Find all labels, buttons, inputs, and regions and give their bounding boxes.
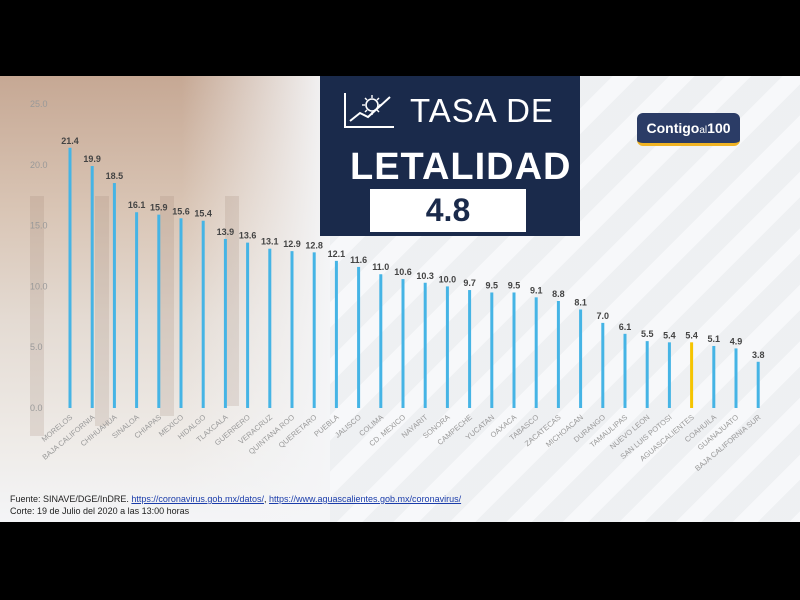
bar: [201, 220, 205, 408]
bar: [712, 345, 716, 408]
title-line-2: LETALIDAD: [350, 146, 572, 188]
bar-value-label: 5.4: [685, 330, 698, 340]
bar: [645, 341, 649, 408]
y-tick-label: 25.0: [30, 99, 48, 109]
bar-value-label: 12.8: [305, 240, 323, 250]
source-note: Fuente: SINAVE/DGE/InDRE. https://corona…: [10, 494, 461, 504]
bar-value-label: 3.8: [752, 350, 765, 360]
bar-value-label: 15.6: [172, 206, 190, 216]
bar-value-label: 12.1: [328, 249, 346, 259]
source-link-coronavirus[interactable]: https://coronavirus.gob.mx/datos/: [131, 494, 264, 504]
bar-value-label: 16.1: [128, 200, 146, 210]
source-link-aguascalientes[interactable]: https://www.aguascalientes.gob.mx/corona…: [268, 494, 462, 504]
bar: [512, 292, 516, 408]
bar-value-label: 13.9: [217, 227, 235, 237]
bar: [68, 147, 72, 408]
bar-value-label: 9.7: [463, 278, 476, 288]
bar-value-label: 21.4: [61, 136, 79, 146]
bar-value-label: 10.0: [439, 274, 457, 284]
y-tick-label: 10.0: [30, 281, 48, 291]
logo-word: Contigo: [646, 120, 700, 136]
contigo-al-100-logo: Contigoal100: [637, 113, 740, 146]
bar: [334, 260, 338, 408]
y-tick-label: 5.0: [30, 342, 43, 352]
source-prefix: Fuente: SINAVE/DGE/InDRE.: [10, 494, 132, 504]
bar: [135, 212, 139, 408]
bar-value-label: 10.6: [394, 267, 412, 277]
bar-value-label: 7.0: [597, 311, 610, 321]
bar-value-label: 12.9: [283, 239, 301, 249]
chart-virus-icon: [344, 93, 394, 128]
data-cutoff-note: Corte: 19 de Julio del 2020 a las 13:00 …: [10, 506, 190, 516]
bar: [90, 166, 94, 408]
bar: [556, 300, 560, 408]
bar: [623, 333, 627, 408]
bar-value-label: 13.6: [239, 231, 257, 241]
bar: [246, 242, 250, 408]
bar: [601, 322, 605, 408]
y-tick-label: 20.0: [30, 160, 48, 170]
bar: [157, 214, 161, 408]
bar-value-label: 5.5: [641, 329, 654, 339]
logo-number: 100: [707, 120, 731, 136]
bar: [756, 361, 760, 408]
bar-value-label: 9.5: [486, 280, 499, 290]
bar: [445, 286, 449, 408]
bar-value-label: 5.4: [663, 330, 676, 340]
bar: [401, 279, 405, 408]
bar: [179, 218, 183, 408]
bar: [734, 348, 738, 408]
bar: [290, 251, 294, 408]
building-photo-background: [0, 76, 330, 522]
logo-al: al: [699, 125, 708, 136]
bar-value-label: 8.8: [552, 289, 565, 299]
bar: [268, 248, 272, 408]
bar-value-label: 5.1: [708, 334, 721, 344]
bar: [579, 309, 583, 408]
bar: [534, 297, 538, 408]
bar: [223, 238, 227, 408]
bar: [112, 183, 116, 408]
bar: [690, 342, 694, 408]
bar: [490, 292, 494, 408]
bar-value-label: 9.1: [530, 285, 543, 295]
y-tick-label: 0.0: [30, 403, 43, 413]
bar-value-label: 18.5: [106, 171, 124, 181]
bar-value-label: 15.4: [194, 209, 212, 219]
bar: [312, 252, 316, 408]
bar: [468, 290, 472, 408]
title-line-1: TASA DE: [410, 92, 554, 129]
bar: [667, 342, 671, 408]
bar: [379, 274, 383, 408]
bar: [357, 266, 361, 408]
y-tick-label: 15.0: [30, 221, 48, 231]
title-panel: TASA DE LETALIDAD 4.8: [320, 76, 580, 236]
bar-value-label: 15.9: [150, 203, 168, 213]
bar-value-label: 19.9: [83, 154, 101, 164]
bar-value-label: 4.9: [730, 336, 743, 346]
bar-value-label: 13.1: [261, 237, 279, 247]
bar-value-label: 10.3: [416, 271, 434, 281]
national-rate-value: 4.8: [370, 189, 526, 232]
bar: [423, 282, 427, 408]
source-separator: ,: [263, 494, 269, 504]
bar-value-label: 11.0: [372, 262, 389, 272]
bar-value-label: 11.6: [350, 255, 367, 265]
bar-value-label: 8.1: [574, 298, 587, 308]
lethality-bar-chart: 0.05.010.015.020.025.021.4MORELOS19.9BAJ…: [30, 99, 765, 473]
slide: 0.0 5.0 10.0 15.0 20.0 25.0 21.4 MORELOS 19.9 BAJ…: [0, 76, 800, 522]
bar-value-label: 9.5: [508, 280, 521, 290]
bar-value-label: 6.1: [619, 322, 632, 332]
